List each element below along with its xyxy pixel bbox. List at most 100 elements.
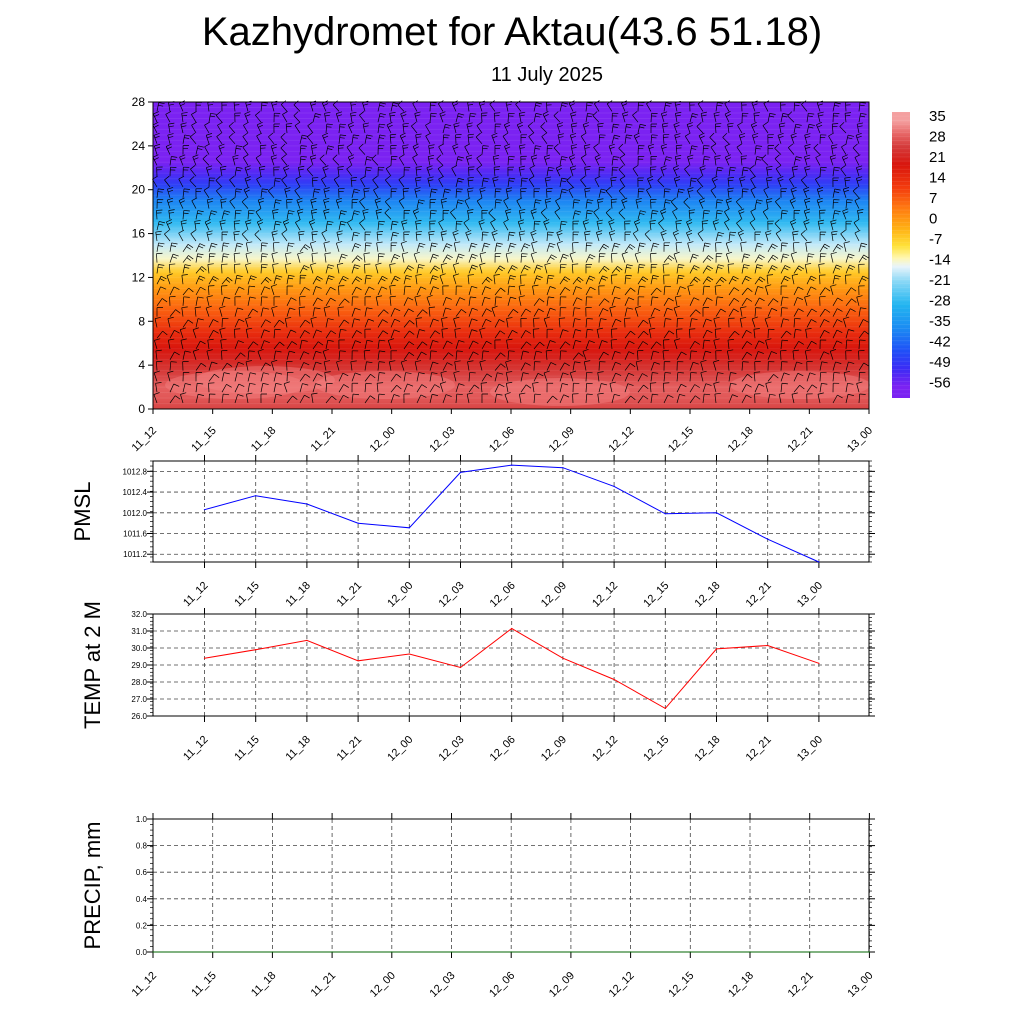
wind-barb [582, 221, 587, 231]
wind-barb-feather [328, 145, 335, 148]
wind-barb [494, 287, 501, 296]
wind-barb [467, 210, 470, 220]
wind-barb-feather [582, 219, 589, 223]
wind-barb [670, 201, 678, 209]
pmsl-point [818, 561, 820, 563]
wind-barb [585, 329, 588, 339]
x-tick-label: 12_18 [693, 580, 723, 610]
wind-barb-feather [457, 158, 463, 161]
wind-barb [415, 275, 418, 285]
wind-barb-feather [295, 219, 301, 223]
wind-barb-feather [582, 348, 589, 352]
wind-barb-feather [699, 197, 705, 201]
wind-barb-feather [555, 197, 561, 202]
wind-barb-feather [535, 102, 542, 105]
wind-barb-feather [705, 383, 712, 386]
wind-barb [455, 188, 458, 198]
wind-barb [775, 201, 782, 209]
wind-barb [273, 199, 276, 209]
wind-barb [505, 253, 509, 263]
wind-barb-feather [830, 284, 837, 287]
wind-barb-feather [562, 372, 569, 375]
wind-barb-feather [476, 197, 483, 202]
wind-barb [546, 340, 551, 350]
wind-barb [403, 341, 410, 350]
wind-barb-feather [807, 256, 813, 258]
wind-barb-feather [346, 143, 353, 148]
wind-barb-feather [570, 133, 577, 136]
wind-barb-feather [355, 278, 360, 282]
wind-barb [414, 361, 418, 371]
wind-barb [702, 286, 705, 296]
wind-barb [479, 361, 483, 371]
wind-barb-feather [570, 135, 576, 139]
wind-barb [312, 329, 317, 339]
wind-barb-feather [674, 232, 679, 236]
wind-barb [722, 137, 730, 145]
wind-barb-feather [167, 200, 173, 203]
temp_2m-point [562, 657, 564, 659]
y-tick-label: 24 [132, 139, 146, 153]
wind-barb-feather [337, 263, 344, 265]
wind-barb-feather [204, 121, 210, 126]
wind-barb-feather [712, 219, 719, 223]
y-tick-label: 0.2 [136, 921, 148, 930]
wind-barb [403, 352, 410, 360]
pmsl-point [408, 527, 410, 529]
wind-barb-feather [245, 316, 252, 320]
wind-barb-feather [343, 319, 350, 324]
wind-barb-feather [307, 121, 313, 127]
wind-barb-feather [378, 393, 385, 396]
wind-barb [817, 221, 821, 231]
wind-barb-feather [804, 197, 811, 201]
wind-barb-feather [158, 102, 165, 105]
wind-barb-feather [727, 177, 734, 179]
wind-barb-feather [199, 243, 206, 247]
wind-barb [832, 297, 838, 306]
wind-barb-feather [528, 175, 535, 180]
wind-barb [310, 145, 314, 155]
wind-barb-feather [333, 175, 340, 180]
y-tick-label: 4 [138, 358, 145, 372]
wind-barb-feather [240, 352, 246, 357]
wind-barb-feather [609, 306, 616, 309]
wind-barb [569, 135, 574, 144]
wind-barb [741, 373, 748, 382]
wind-barb [268, 190, 275, 199]
wind-barb [156, 298, 163, 307]
wind-barb [858, 330, 865, 339]
colorbar-label: -21 [929, 272, 951, 289]
wind-barb-feather [589, 340, 595, 343]
wind-barb-feather [195, 306, 202, 308]
x-tick-label: 12_12 [606, 425, 636, 455]
wind-barb-feather [750, 175, 756, 180]
wind-barb-feather [323, 241, 330, 244]
wind-barb-feather [821, 382, 828, 385]
wind-barb-feather [721, 276, 727, 282]
wind-barb-feather [330, 297, 336, 302]
wind-barb [156, 242, 159, 252]
temp_2m-point [357, 660, 359, 662]
wind-barb-feather [790, 186, 797, 190]
temp_2m-point [767, 644, 769, 647]
wind-barb-feather [466, 232, 472, 236]
wind-barb [635, 199, 639, 209]
wind-barb [702, 318, 707, 328]
wind-barb [493, 167, 496, 177]
wind-barb-feather [346, 165, 352, 170]
wind-barb [765, 383, 769, 393]
wind-barb [674, 296, 678, 306]
wind-barb [520, 350, 524, 360]
wind-barb [611, 135, 615, 144]
wind-barb [377, 319, 383, 328]
wind-barb [351, 264, 355, 274]
wind-barb-feather [847, 393, 854, 396]
wind-barb [624, 244, 631, 252]
wind-barb [676, 188, 680, 198]
wind-barb-feather [279, 319, 285, 324]
wind-barb [169, 309, 176, 317]
wind-barb [845, 287, 852, 296]
wind-barb-feather [493, 274, 500, 276]
wind-barb-feather [726, 241, 732, 244]
wind-barb [650, 362, 655, 371]
